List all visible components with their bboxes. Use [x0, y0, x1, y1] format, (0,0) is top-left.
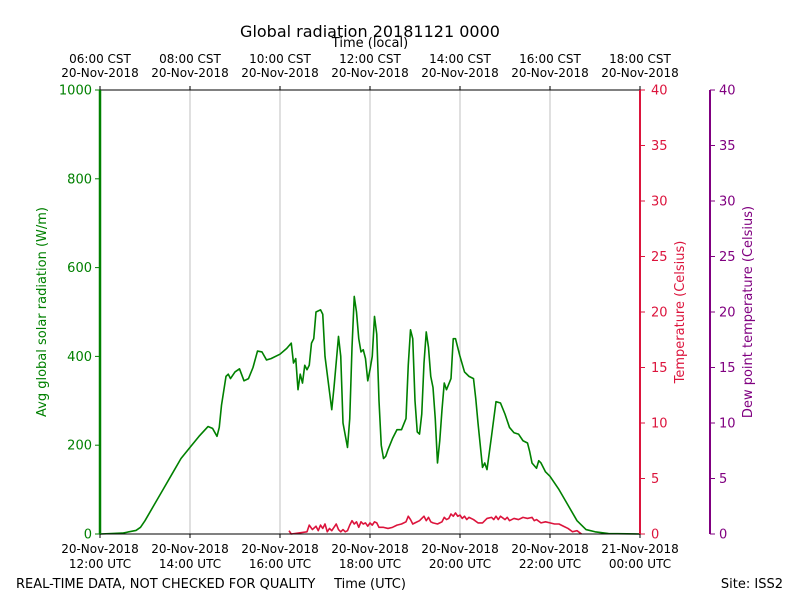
- dewpoint-tick-label: 25: [719, 250, 736, 265]
- temperature-tick-label: 15: [651, 361, 668, 376]
- series-line-radiation: [99, 295, 641, 535]
- top-tick-label-date: 20-Nov-2018: [421, 66, 499, 80]
- series-line-temperature: [288, 512, 582, 535]
- temperature-tick-label: 5: [651, 472, 659, 487]
- top-tick-label-time: 10:00 CST: [249, 52, 311, 66]
- radiation-tick-label: 800: [67, 172, 92, 187]
- temperature-tick-label: 0: [651, 528, 659, 543]
- temperature-tick-label: 35: [651, 139, 668, 154]
- bottom-tick-label-date: 20-Nov-2018: [421, 542, 499, 556]
- top-tick-label-time: 16:00 CST: [519, 52, 581, 66]
- top-tick-label-time: 06:00 CST: [69, 52, 131, 66]
- dewpoint-axis-label: Dew point temperature (Celsius): [741, 206, 756, 418]
- dewpoint-tick-label: 40: [719, 84, 736, 99]
- dewpoint-tick-label: 5: [719, 472, 727, 487]
- temperature-axis-label: Temperature (Celsius): [673, 241, 688, 385]
- top-tick-label-time: 12:00 CST: [339, 52, 401, 66]
- series-layer: [99, 295, 641, 535]
- top-tick-label-date: 20-Nov-2018: [61, 66, 139, 80]
- dewpoint-tick-label: 10: [719, 417, 736, 432]
- bottom-tick-label-date: 20-Nov-2018: [151, 542, 229, 556]
- chart-title: Global radiation 20181121 0000: [240, 22, 500, 41]
- quality-disclaimer: REAL-TIME DATA, NOT CHECKED FOR QUALITY: [16, 577, 315, 592]
- temperature-tick-label: 40: [651, 84, 668, 99]
- radiation-tick-label: 600: [67, 261, 92, 276]
- top-tick-label-time: 18:00 CST: [609, 52, 671, 66]
- radiation-axis-label: Avg global solar radiation (W/m): [35, 207, 50, 417]
- site-label: Site: ISS2: [721, 577, 783, 592]
- radiation-tick-label: 200: [67, 439, 92, 454]
- dewpoint-tick-label: 30: [719, 195, 736, 210]
- bottom-axis-label: Time (UTC): [333, 577, 406, 592]
- bottom-tick-label-time: 00:00 UTC: [609, 557, 671, 571]
- top-axis-label: Time (local): [331, 36, 408, 51]
- top-tick-label-time: 08:00 CST: [159, 52, 221, 66]
- top-tick-label-date: 20-Nov-2018: [151, 66, 229, 80]
- dewpoint-tick-label: 15: [719, 361, 736, 376]
- radiation-tick-label: 0: [84, 528, 92, 543]
- bottom-tick-label-time: 20:00 UTC: [429, 557, 491, 571]
- dewpoint-tick-label: 20: [719, 306, 736, 321]
- bottom-tick-label-time: 14:00 UTC: [159, 557, 221, 571]
- radiation-tick-label: 1000: [59, 84, 92, 99]
- top-tick-label-date: 20-Nov-2018: [601, 66, 679, 80]
- bottom-tick-label-date: 20-Nov-2018: [511, 542, 589, 556]
- bottom-tick-label-date: 20-Nov-2018: [61, 542, 139, 556]
- radiation-tick-label: 400: [67, 350, 92, 365]
- bottom-tick-label-time: 16:00 UTC: [249, 557, 311, 571]
- temperature-tick-label: 30: [651, 195, 668, 210]
- grid-lines: [189, 90, 551, 534]
- top-tick-label-date: 20-Nov-2018: [241, 66, 319, 80]
- temperature-tick-label: 10: [651, 417, 668, 432]
- bottom-tick-label-date: 20-Nov-2018: [241, 542, 319, 556]
- bottom-tick-label-date: 20-Nov-2018: [331, 542, 409, 556]
- top-tick-label-time: 14:00 CST: [429, 52, 491, 66]
- bottom-tick-label-time: 22:00 UTC: [519, 557, 581, 571]
- dewpoint-tick-label: 0: [719, 528, 727, 543]
- axes-layer: 0200400600800100005101520253035400510152…: [59, 52, 736, 571]
- temperature-tick-label: 20: [651, 306, 668, 321]
- top-tick-label-date: 20-Nov-2018: [331, 66, 409, 80]
- bottom-tick-label-time: 12:00 UTC: [69, 557, 131, 571]
- top-tick-label-date: 20-Nov-2018: [511, 66, 589, 80]
- bottom-tick-label-date: 21-Nov-2018: [601, 542, 679, 556]
- temperature-tick-label: 25: [651, 250, 668, 265]
- bottom-tick-label-time: 18:00 UTC: [339, 557, 401, 571]
- dewpoint-tick-label: 35: [719, 139, 736, 154]
